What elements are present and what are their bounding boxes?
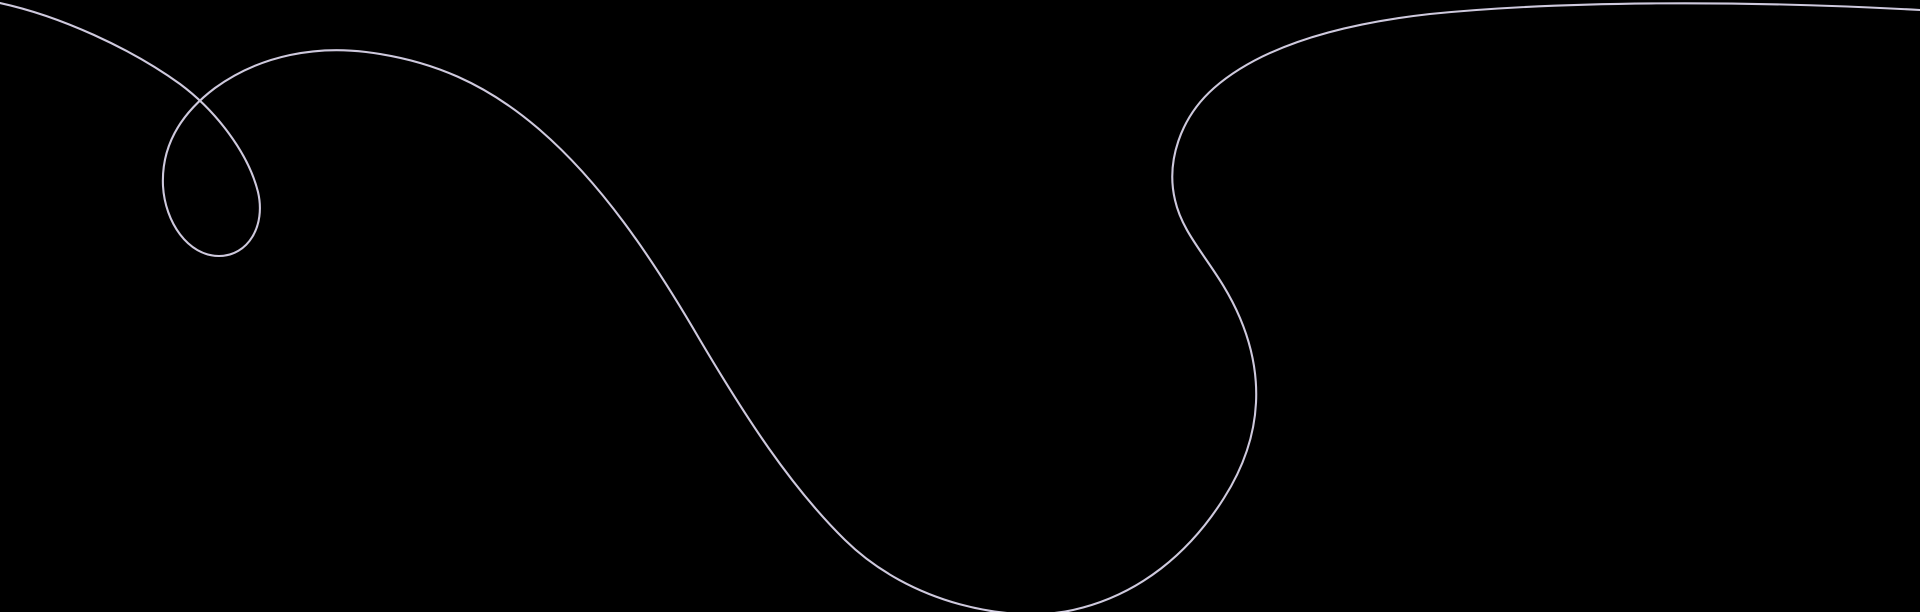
background-rect [0, 0, 1920, 612]
curve-svg [0, 0, 1920, 612]
looping-spiral-curve-path [0, 1, 1920, 612]
canvas-root [0, 0, 1920, 612]
